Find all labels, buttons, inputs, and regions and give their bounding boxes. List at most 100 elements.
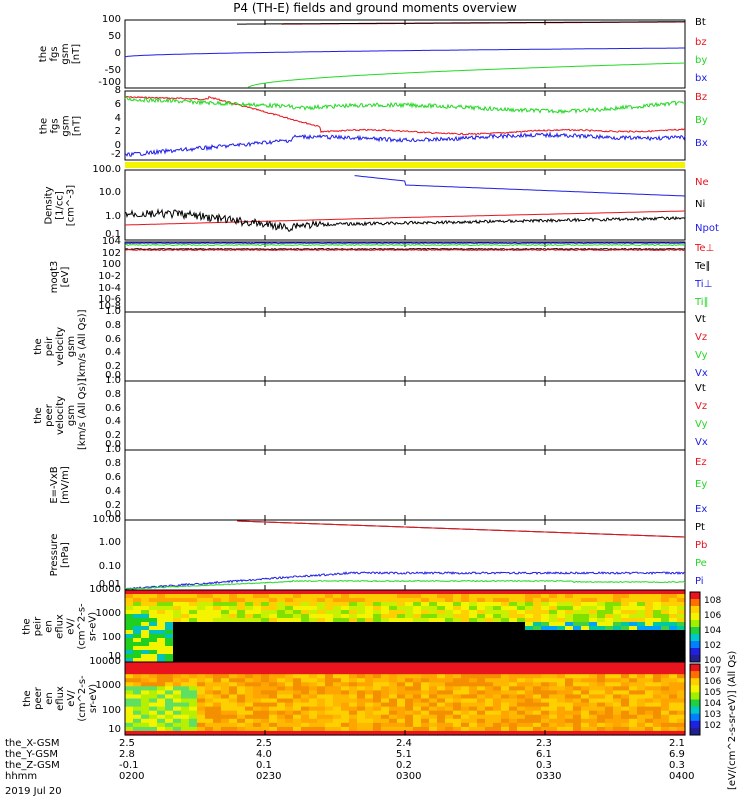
- y-axis-label: the peer velocity gsm [km/s (All Qs)]: [32, 378, 88, 450]
- axis-row-value: 0330: [536, 771, 562, 782]
- axis-row-value: 0.3: [669, 760, 685, 771]
- y-axis-label: the peir en eflux eV/ (cm^2-s- sr-eV): [21, 602, 99, 650]
- y-tick-label: 0.0: [105, 370, 121, 381]
- legend-entry: Ey: [695, 479, 708, 490]
- legend-entry: Ni: [695, 199, 706, 210]
- legend-entry: Vy: [695, 419, 708, 430]
- y-axis-label: Pressure [nPa]: [49, 533, 71, 577]
- peir-spectrogram: [125, 590, 686, 663]
- y-tick-label: 100: [101, 14, 121, 25]
- legend-entry: Vz: [695, 401, 708, 412]
- date-label: 2019 Jul 20: [5, 786, 62, 797]
- y-tick-label: 10-8: [98, 301, 121, 312]
- axis-row-value: 5.1: [396, 749, 412, 760]
- colorbar-tick: 105: [704, 688, 722, 698]
- y-tick-label: 0: [114, 140, 121, 152]
- axis-row-value: 4.0: [256, 749, 272, 760]
- axis-row-label: hhmm: [5, 771, 38, 782]
- panel-frame: [124, 519, 686, 591]
- y-tick-label: 100: [101, 259, 121, 271]
- y-tick-label: 100.0: [92, 164, 121, 175]
- y-tick-label: 10-2: [98, 271, 121, 282]
- axis-row-value: 2.1: [669, 738, 685, 749]
- y-tick-label: 0.2: [105, 500, 121, 511]
- legend-entry: Pb: [695, 540, 708, 551]
- panel-frame: [124, 380, 686, 451]
- legend-entry: by: [695, 55, 708, 66]
- axis-row-value: 0230: [256, 771, 282, 782]
- y-tick-label: 102: [101, 247, 121, 259]
- y-tick-label: 0.0: [105, 509, 121, 520]
- y-tick-label: 1000: [95, 608, 121, 619]
- colorbar-tick: 106: [704, 611, 722, 621]
- y-tick-label: 1.00: [98, 537, 121, 549]
- series-bt: [237, 21, 685, 25]
- y-tick-label: 0.10: [98, 560, 121, 572]
- legend-entry: Ez: [695, 457, 707, 468]
- panel-frame: [124, 449, 686, 521]
- legend-entry: Ti⊥: [695, 279, 713, 290]
- y-tick-label: 100: [101, 704, 121, 716]
- peer-spectrogram: [125, 662, 686, 736]
- y-tick-label: 10.0: [98, 187, 121, 199]
- legend-entry: Bt: [695, 17, 706, 28]
- quality-flag-bar: [125, 162, 685, 168]
- y-tick-label: 6: [114, 98, 121, 110]
- y-tick-label: -100: [98, 77, 121, 88]
- series-Ti-par: [124, 243, 686, 247]
- y-tick-label: 10.00: [92, 514, 121, 525]
- colorbar-tick: 102: [704, 641, 722, 651]
- legend-entry: Te⊥: [695, 243, 715, 254]
- legend-entry: Bz: [695, 92, 708, 103]
- y-tick-label: 10000: [89, 656, 121, 667]
- axis-row-value: 0200: [119, 771, 145, 782]
- axis-row-value: 6.9: [669, 749, 685, 760]
- y-tick-label: 0.01: [98, 579, 121, 590]
- series-Pe: [124, 579, 686, 590]
- axis-row-value: -0.1: [119, 760, 139, 771]
- y-tick-label: 0.2: [105, 361, 121, 373]
- y-tick-label: 0.4: [105, 486, 121, 497]
- y-axis-label: the fgs gsm [nT]: [38, 43, 82, 65]
- y-tick-label: 1000: [95, 680, 121, 692]
- axis-row-value: 2.5: [256, 738, 272, 749]
- y-tick-label: 4: [114, 112, 121, 124]
- legend-entry: Vt: [695, 383, 706, 394]
- axis-row-value: 2.5: [119, 738, 135, 749]
- legend-entry: Ti∥: [695, 297, 709, 308]
- axis-row-value: 0.2: [396, 760, 412, 771]
- y-tick-label: 0.8: [105, 458, 121, 469]
- y-tick-label: 10-6: [98, 294, 121, 306]
- series-bx: [124, 47, 685, 58]
- series-by: [248, 62, 685, 88]
- y-tick-label: 8: [114, 85, 121, 96]
- y-tick-label: 0.4: [105, 416, 121, 428]
- axis-row-value: 0300: [396, 771, 422, 782]
- series-Ti-perp: [125, 242, 685, 245]
- legend-entry: Pe: [695, 558, 707, 569]
- series-Ni: [124, 208, 686, 232]
- axis-row-value: 2.8: [119, 749, 135, 760]
- axis-row-value: 2.4: [396, 738, 412, 749]
- colorbar-tick: 102: [704, 721, 722, 731]
- y-tick-label: 0.1: [105, 229, 121, 240]
- series-Bx: [124, 131, 686, 157]
- series-Pb: [237, 520, 685, 538]
- series-Npot: [354, 175, 685, 197]
- y-tick-label: 1.0: [105, 375, 121, 386]
- legend-entry: Bx: [695, 138, 708, 149]
- legend-entry: Vt: [695, 314, 706, 325]
- legend-entry: bz: [695, 37, 707, 48]
- legend-entry: bx: [695, 73, 708, 84]
- legend-entry: Ne: [695, 177, 709, 188]
- axis-row-label: the_Y-GSM: [5, 749, 59, 760]
- series-Pi: [125, 570, 686, 590]
- y-tick-label: 50: [108, 31, 121, 42]
- legend-entry: Npot: [695, 223, 719, 234]
- axis-row-value: 0.3: [536, 760, 552, 771]
- axis-row-label: the_X-GSM: [5, 738, 60, 749]
- y-tick-label: 0.6: [105, 333, 121, 345]
- y-tick-label: 104: [101, 236, 121, 247]
- y-tick-label: 100: [101, 632, 121, 643]
- panel-frame: [124, 241, 686, 313]
